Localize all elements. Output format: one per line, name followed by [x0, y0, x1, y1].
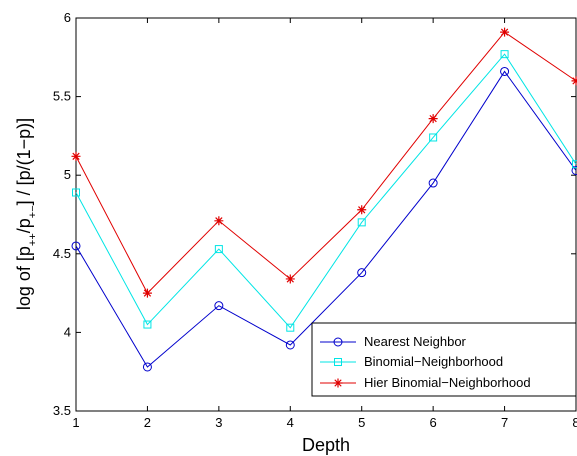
data-point-asterisk: [500, 27, 510, 37]
legend-entry: Hier Binomial−Neighborhood: [320, 375, 531, 390]
data-point-circle: [571, 165, 577, 175]
data-point-square: [143, 320, 152, 329]
x-tick-label: 6: [430, 415, 437, 430]
legend-entry: Binomial−Neighborhood: [320, 354, 503, 369]
data-point-square: [286, 323, 295, 332]
x-axis: 1 2 3 4 5 6 7 8: [72, 18, 577, 430]
data-point-circle: [285, 340, 295, 350]
x-axis-label: Depth: [302, 435, 350, 455]
data-point-square: [214, 245, 223, 254]
y-tick-label: 5.5: [53, 89, 71, 104]
x-tick-label: 2: [144, 415, 151, 430]
x-tick-label: 1: [72, 415, 79, 430]
x-tick-label: 7: [501, 415, 508, 430]
y-axis-label: log of [p++/p+−] / [p/(1−p)]: [14, 118, 39, 310]
legend-box: [311, 322, 577, 397]
data-point-circle: [357, 268, 367, 278]
data-point-circle: [428, 178, 438, 188]
data-point-square: [429, 133, 438, 142]
y-tick-label: 3.5: [53, 403, 71, 418]
data-point-circle: [333, 337, 343, 347]
data-point-square: [572, 160, 577, 169]
y-tick-label: 6: [64, 10, 71, 25]
series-2: [71, 27, 577, 298]
data-point-square: [334, 358, 342, 366]
legend-label: Binomial−Neighborhood: [364, 354, 503, 369]
x-tick-label: 8: [572, 415, 577, 430]
data-point-asterisk: [71, 151, 81, 161]
data-point-asterisk: [571, 76, 577, 86]
data-point-asterisk: [333, 378, 343, 388]
y-axis: 3.5 4 4.5 5 5.5 6: [53, 10, 576, 418]
data-point-square: [500, 50, 509, 59]
data-point-square: [357, 218, 366, 227]
y-tick-label: 4: [64, 324, 71, 339]
y-tick-label: 5: [64, 167, 71, 182]
data-point-square: [72, 188, 80, 197]
legend-label: Nearest Neighbor: [364, 334, 467, 349]
y-tick-label: 4.5: [53, 246, 71, 261]
legend-entry: Nearest Neighbor: [320, 334, 467, 349]
x-tick-label: 5: [358, 415, 365, 430]
series-1: [72, 50, 577, 332]
series-line: [75, 70, 577, 368]
data-point-asterisk: [285, 274, 295, 284]
data-point-asterisk: [214, 216, 224, 226]
data-point-circle: [214, 301, 224, 311]
x-tick-label: 3: [215, 415, 222, 430]
data-point-asterisk: [428, 114, 438, 124]
data-point-asterisk: [357, 205, 367, 215]
data-point-circle: [142, 362, 152, 372]
legend: Nearest Neighbor Binomial−Neighborhood Hie…: [311, 322, 577, 397]
series-line: [75, 31, 577, 294]
data-point-asterisk: [142, 288, 152, 298]
series-group: [71, 27, 577, 372]
data-point-circle: [500, 66, 510, 76]
series-line: [75, 53, 577, 329]
x-tick-label: 4: [287, 415, 294, 430]
legend-label: Hier Binomial−Neighborhood: [364, 375, 531, 390]
data-point-circle: [71, 241, 81, 251]
series-0: [71, 66, 577, 372]
